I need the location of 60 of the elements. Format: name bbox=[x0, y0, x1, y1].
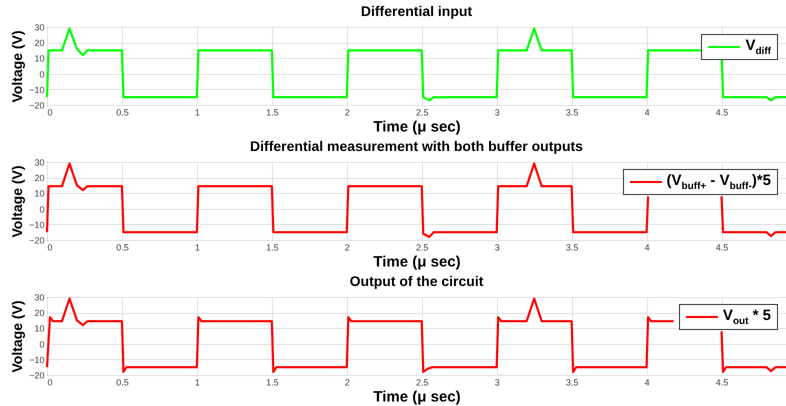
x-tick-label: 4 bbox=[644, 242, 650, 252]
x-tick-label: 0 bbox=[48, 108, 53, 118]
x-tick-label: 4.5 bbox=[716, 108, 728, 118]
y-tick-label: 30 bbox=[34, 158, 44, 168]
x-tick-label: 2 bbox=[344, 378, 350, 388]
x-tick-label: 1.5 bbox=[266, 242, 279, 252]
y-tick-label: −20 bbox=[29, 236, 44, 246]
y-tick-label: 0 bbox=[39, 69, 44, 80]
x-tick-label: 1.5 bbox=[266, 378, 279, 388]
y-axis-title: Voltage (V) bbox=[9, 300, 26, 373]
legend-label: (V$_{buff+}$ - V$_{buff-}$)*5 bbox=[666, 172, 771, 192]
y-tick-label: 30 bbox=[34, 22, 44, 32]
x-tick-label: 3.5 bbox=[566, 242, 578, 252]
x-tick-label: 1 bbox=[194, 108, 200, 118]
x-tick-label: 2 bbox=[344, 242, 350, 252]
y-tick-label: 20 bbox=[34, 308, 44, 318]
y-tick-label: 20 bbox=[34, 38, 44, 48]
legend-label: V$_{out}$ * 5 bbox=[722, 307, 771, 327]
y-tick-label: 30 bbox=[34, 292, 44, 302]
chart-title: Differential input bbox=[360, 3, 472, 19]
x-tick-label: 0 bbox=[48, 378, 53, 388]
x-tick-label: 0.5 bbox=[116, 378, 129, 388]
x-tick-label: 4.5 bbox=[716, 242, 728, 252]
x-tick-label: 3.5 bbox=[566, 378, 578, 388]
y-tick-label: 20 bbox=[34, 173, 44, 184]
x-tick-label: 3 bbox=[494, 242, 500, 252]
y-tick-label: 0 bbox=[39, 339, 44, 350]
x-tick-label: 4 bbox=[644, 378, 650, 388]
x-tick-label: 4.5 bbox=[716, 378, 728, 388]
chart-title: Output of the circuit bbox=[350, 273, 484, 289]
x-tick-label: 4 bbox=[644, 108, 650, 118]
x-tick-label: 3 bbox=[494, 378, 500, 388]
x-tick-label: 2.5 bbox=[416, 378, 429, 388]
y-tick-label: −20 bbox=[29, 370, 44, 380]
x-axis-title: Time (μ sec) bbox=[373, 118, 461, 136]
x-tick-label: 1.5 bbox=[266, 108, 279, 118]
legend-label: V$_{diff}$ bbox=[745, 37, 771, 57]
y-tick-label: 10 bbox=[34, 324, 44, 334]
x-tick-label: 0.5 bbox=[116, 242, 129, 252]
x-tick-label: 2.5 bbox=[416, 242, 429, 252]
x-tick-label: 3 bbox=[494, 108, 500, 118]
y-tick-label: −10 bbox=[29, 84, 44, 95]
x-axis-title: Time (μ sec) bbox=[373, 254, 461, 270]
y-tick-label: −10 bbox=[29, 354, 44, 365]
x-tick-label: 3.5 bbox=[566, 108, 578, 118]
y-axis-title: Voltage (V) bbox=[9, 30, 26, 103]
x-tick-label: 2.5 bbox=[416, 108, 429, 118]
y-axis-title: Voltage (V) bbox=[9, 165, 26, 238]
y-tick-label: 0 bbox=[39, 204, 44, 214]
y-tick-label: −10 bbox=[29, 220, 44, 230]
x-tick-label: 1 bbox=[194, 242, 200, 252]
y-tick-label: 10 bbox=[34, 188, 44, 199]
x-tick-label: 1 bbox=[194, 378, 200, 388]
x-axis-title: Time (μ sec) bbox=[373, 388, 461, 406]
x-tick-label: 0 bbox=[48, 242, 53, 252]
x-tick-label: 0.5 bbox=[116, 108, 129, 118]
x-tick-label: 2 bbox=[344, 108, 350, 118]
y-tick-label: −20 bbox=[29, 100, 44, 110]
y-tick-label: 10 bbox=[34, 54, 44, 64]
chart-title: Differential measurement with both buffer outputs bbox=[250, 138, 584, 154]
